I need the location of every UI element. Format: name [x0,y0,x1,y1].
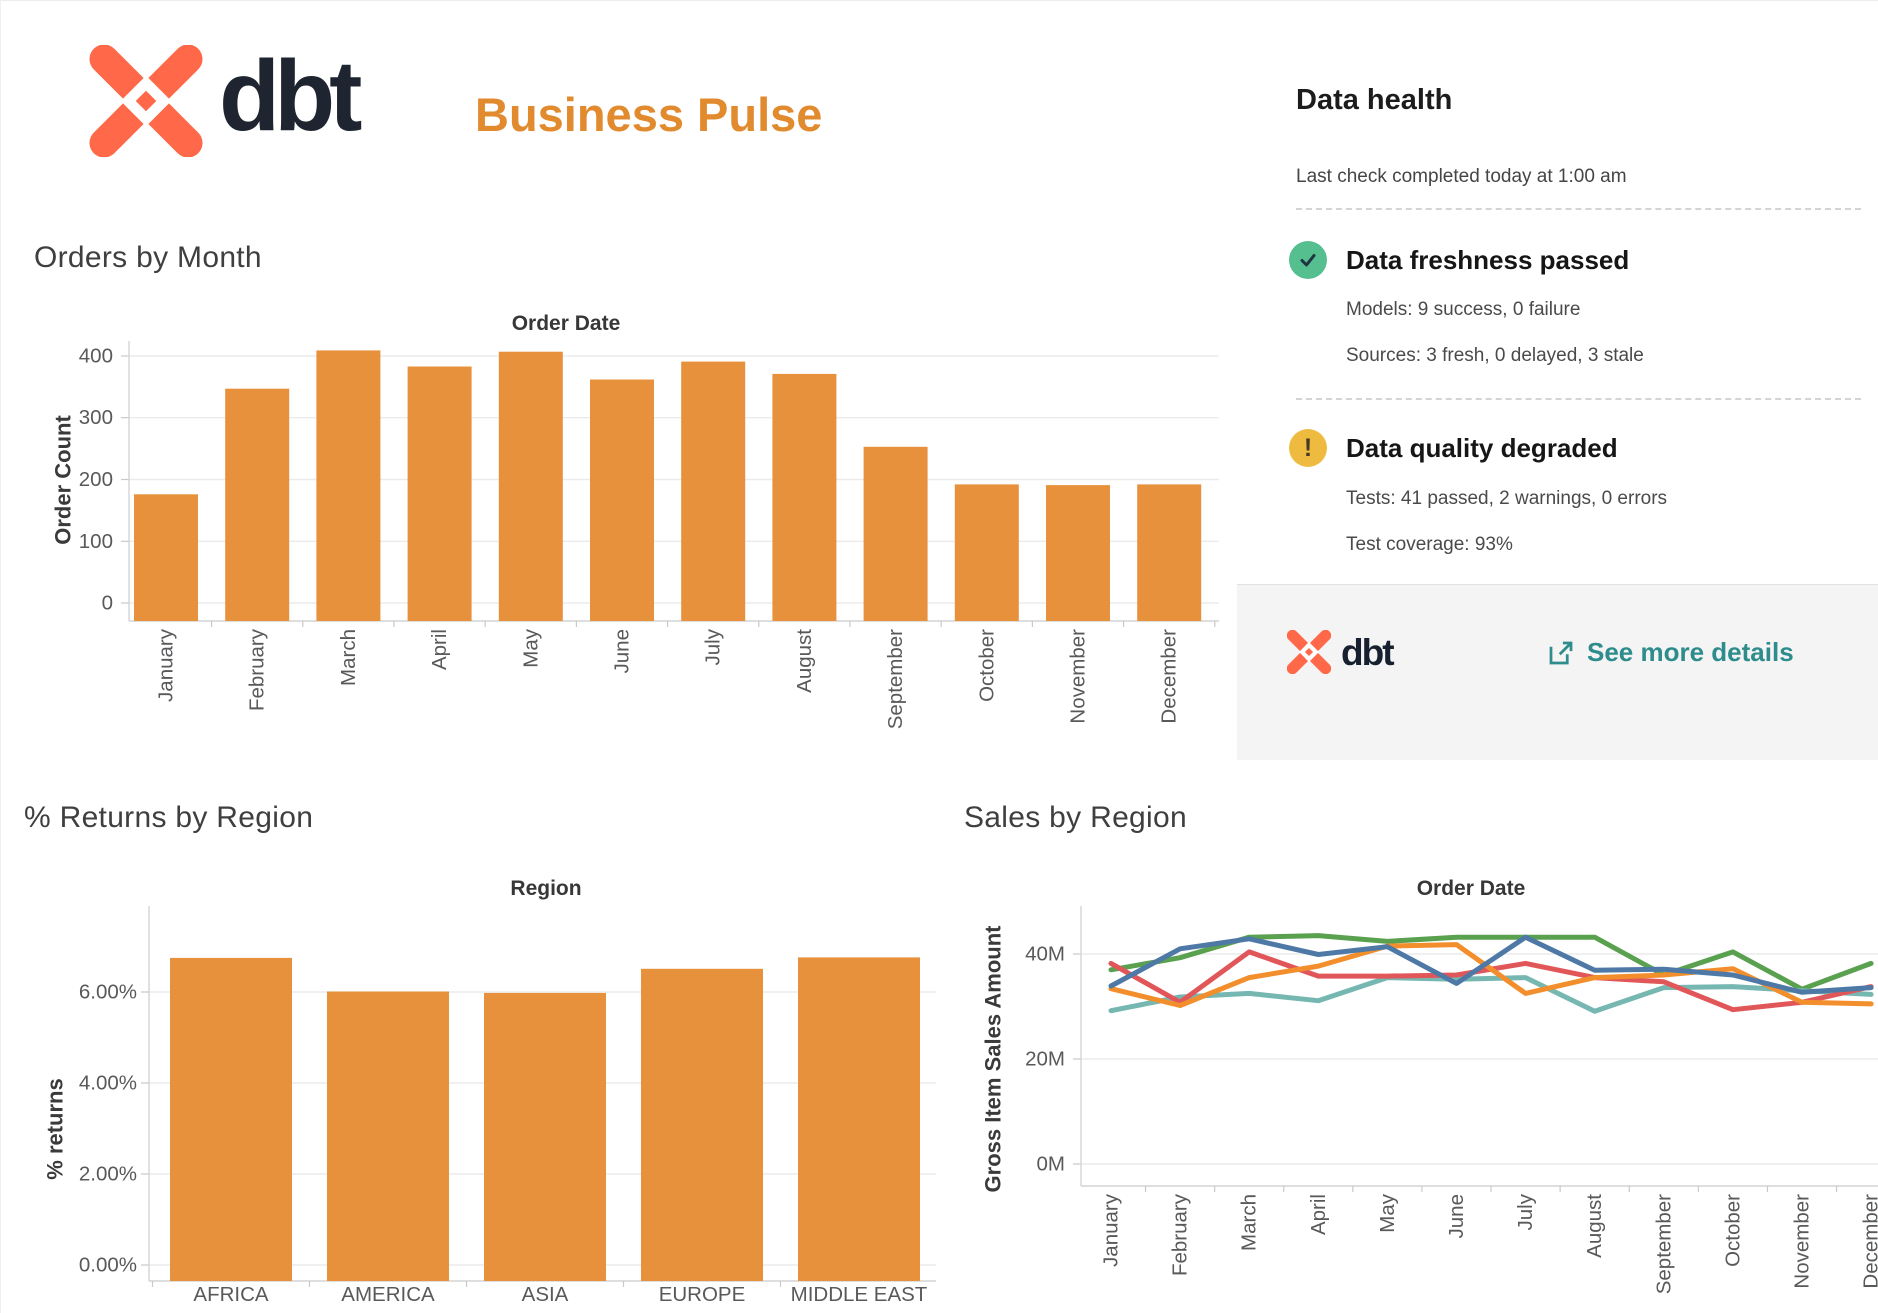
svg-text:October: October [975,629,998,702]
svg-text:6.00%: 6.00% [79,981,137,1004]
svg-text:July: July [1514,1193,1537,1230]
bar-March [316,350,381,621]
svg-text:May: May [1376,1193,1399,1232]
warning-circle-icon: ! [1289,429,1327,467]
svg-text:AFRICA: AFRICA [193,1283,269,1306]
orders-by-month-bar-chart[interactable]: 0 100 200 300 400 Order Date Order Count Januar… [29,297,1229,809]
divider [1296,208,1861,210]
bar-February [225,388,290,621]
check-circle-icon [1289,241,1327,279]
data-health-footer: dbt See more details [1237,584,1878,760]
svg-text:March: March [337,629,360,686]
svg-text:August: August [793,629,816,693]
svg-text:June: June [611,629,634,673]
svg-text:January: January [1100,1193,1123,1267]
sales-by-region-line-chart[interactable]: 0M 20M 40M Order Date Gross Item Sales Amoun… [959,854,1878,1313]
svg-text:0M: 0M [1037,1153,1065,1176]
see-more-details-link[interactable]: See more details [1546,637,1794,668]
line-series-blue [1108,934,1874,995]
svg-text:November: November [1791,1194,1814,1289]
svg-text:Region: Region [510,877,581,900]
see-more-details-label: See more details [1587,637,1794,667]
svg-text:October: October [1721,1194,1744,1267]
svg-text:0.00%: 0.00% [79,1254,137,1277]
bar-September [863,446,928,621]
dbt-wordmark: dbt [219,40,362,152]
quality-status-title: Data quality degraded [1346,433,1618,463]
svg-text:EUROPE: EUROPE [659,1283,746,1306]
bar-EUROPE [641,968,763,1281]
freshness-models-line: Models: 9 success, 0 failure [1346,299,1581,320]
svg-text:May: May [519,628,542,667]
freshness-status-title: Data freshness passed [1346,245,1630,275]
bar-April [407,366,472,621]
svg-text:0: 0 [102,592,113,615]
svg-text:40M: 40M [1025,943,1065,966]
svg-text:4.00%: 4.00% [79,1072,137,1095]
svg-text:December: December [1860,1194,1878,1289]
svg-text:February: February [1169,1193,1192,1276]
line-series-teal [1108,975,1874,1014]
svg-text:20M: 20M [1025,1048,1065,1071]
svg-text:100: 100 [79,530,113,553]
svg-text:MIDDLE EAST: MIDDLE EAST [791,1283,928,1306]
bar-December [1137,484,1202,621]
svg-text:300: 300 [79,406,113,429]
bar-October [954,484,1019,621]
quality-coverage-line: Test coverage: 93% [1346,534,1513,555]
svg-text:200: 200 [79,468,113,491]
svg-text:Order Date: Order Date [1417,877,1526,900]
svg-text:December: December [1158,629,1181,724]
svg-text:July: July [702,628,725,665]
svg-text:June: June [1445,1194,1468,1238]
data-health-title: Data health [1296,84,1453,116]
sales-chart-title: Sales by Region [964,801,1187,834]
bar-May [498,351,563,621]
orders-chart-title: Orders by Month [34,241,262,274]
svg-text:November: November [1067,629,1090,724]
dbt-logo-icon-small [1287,630,1331,674]
external-link-icon [1549,641,1573,664]
svg-text:2.00%: 2.00% [79,1163,137,1186]
svg-text:April: April [1307,1194,1330,1235]
data-health-last-check: Last check completed today at 1:00 am [1296,166,1627,187]
bar-AMERICA [327,991,449,1281]
quality-tests-line: Tests: 41 passed, 2 warnings, 0 errors [1346,488,1668,509]
bar-June [590,379,654,621]
bar-November [1046,485,1110,621]
dbt-wordmark-small: dbt [1341,632,1395,673]
returns-by-region-bar-chart[interactable]: 0.00% 2.00% 4.00% 6.00% Region % returns AFRIC… [19,854,971,1313]
svg-text:September: September [1652,1194,1675,1294]
dbt-logo-icon [89,45,203,157]
bar-AFRICA [170,957,292,1281]
bar-MIDDLE EAST [798,957,920,1281]
svg-text:Order Date: Order Date [512,312,621,335]
bar-January [134,494,198,621]
svg-text:January: January [155,628,178,702]
freshness-sources-line: Sources: 3 fresh, 0 delayed, 3 stale [1346,345,1644,366]
divider [1296,398,1861,400]
bar-August [772,373,837,621]
svg-text:August: August [1583,1194,1606,1258]
svg-text:400: 400 [79,345,113,368]
svg-text:Order Count: Order Count [51,415,76,545]
svg-text:AMERICA: AMERICA [341,1283,435,1306]
bar-ASIA [484,992,606,1281]
bar-July [681,361,746,621]
svg-text:March: March [1238,1194,1261,1251]
line-series-orange [1108,942,1874,1008]
svg-text:ASIA: ASIA [522,1283,569,1306]
svg-text:Gross Item Sales Amount: Gross Item Sales Amount [981,925,1006,1193]
returns-chart-title: % Returns by Region [24,801,314,834]
svg-text:February: February [246,628,269,711]
svg-text:% returns: % returns [43,1078,68,1179]
svg-text:September: September [884,629,907,729]
svg-text:April: April [428,629,451,670]
page-title: Business Pulse [475,88,823,141]
